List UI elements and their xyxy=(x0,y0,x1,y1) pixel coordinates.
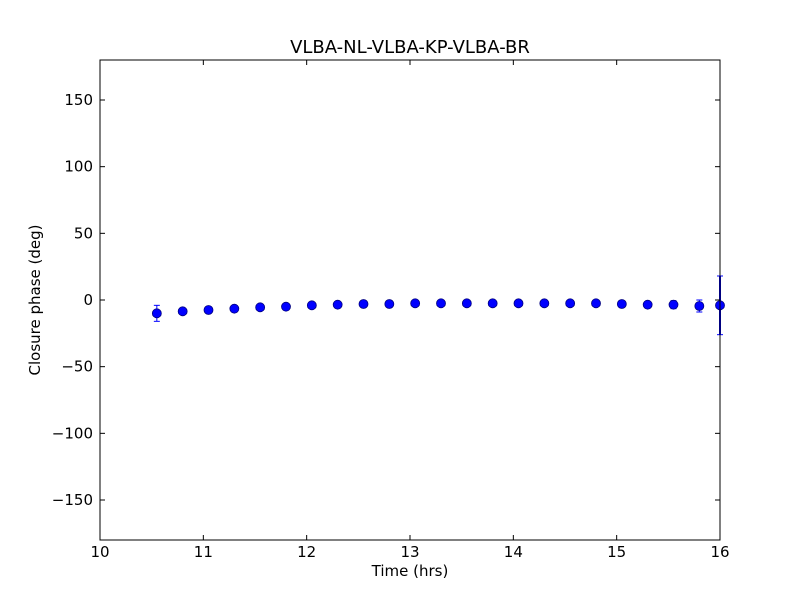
x-tick-label: 10 xyxy=(90,543,109,561)
y-tick-label: 100 xyxy=(64,158,93,176)
data-point xyxy=(281,301,291,312)
data-point xyxy=(151,308,162,319)
data-point xyxy=(591,298,601,309)
x-tick-label: 15 xyxy=(607,543,626,561)
x-tick-label: 12 xyxy=(297,543,316,561)
data-point xyxy=(461,298,472,309)
data-point xyxy=(642,299,653,310)
data-point xyxy=(410,298,421,309)
y-tick-label: −100 xyxy=(52,424,93,442)
data-point xyxy=(203,305,214,315)
y-tick-label: 0 xyxy=(83,291,93,309)
data-point xyxy=(565,298,576,309)
data-point xyxy=(229,303,240,314)
data-point xyxy=(358,299,369,309)
data-point xyxy=(255,302,266,313)
x-tick-label: 14 xyxy=(504,543,523,561)
data-point xyxy=(487,298,498,309)
y-tick-label: 50 xyxy=(74,224,93,242)
y-tick-label: 150 xyxy=(64,91,93,109)
y-axis-label: Closure phase (deg) xyxy=(26,225,44,376)
data-point xyxy=(177,306,188,317)
data-point xyxy=(436,298,446,309)
data-point xyxy=(332,299,343,310)
plot-area xyxy=(100,60,720,540)
data-point xyxy=(694,301,705,311)
point-layer xyxy=(151,298,725,319)
data-point xyxy=(668,299,679,310)
x-tick-label: 13 xyxy=(400,543,419,561)
data-point xyxy=(306,300,317,311)
data-point xyxy=(616,299,627,309)
y-tick-label: −50 xyxy=(61,358,93,376)
y-tick-label: −150 xyxy=(52,491,93,509)
y-axis-ticks: 150 100 50 0 −50 −100 −150 xyxy=(52,91,720,509)
data-point xyxy=(513,298,524,309)
data-point xyxy=(384,299,395,309)
x-axis-ticks: 10 11 12 13 14 15 16 xyxy=(90,60,730,561)
chart-title: VLBA-NL-VLBA-KP-VLBA-BR xyxy=(290,37,530,58)
x-axis-label: Time (hrs) xyxy=(371,562,449,580)
data-point xyxy=(539,298,550,309)
x-tick-label: 11 xyxy=(194,543,213,561)
x-tick-label: 16 xyxy=(710,543,729,561)
